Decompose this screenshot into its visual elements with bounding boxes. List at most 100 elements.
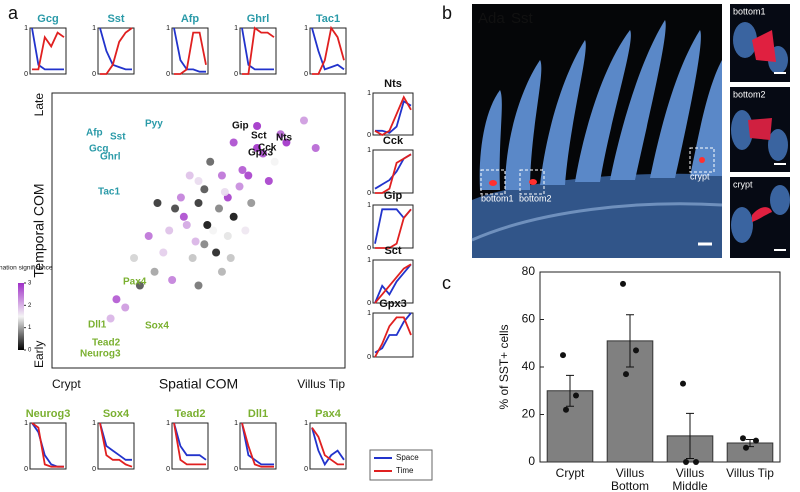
y-tick-label: 1 — [166, 25, 170, 32]
gene-annotation: Pax4 — [123, 277, 147, 288]
scatter-point — [229, 138, 238, 147]
y-tick-label: 20 — [522, 407, 536, 421]
gene-annotation: Gpx3 — [248, 148, 273, 159]
series-line — [31, 27, 64, 71]
scatter-point — [311, 144, 320, 152]
inset-label: crypt — [733, 179, 753, 189]
series-line — [31, 422, 64, 468]
scatter-point — [182, 221, 191, 229]
series-line — [241, 422, 274, 466]
x-tick-label: Villus Bottom — [610, 466, 649, 492]
scatter-point — [299, 116, 308, 125]
scatter-point — [194, 199, 203, 207]
y-tick-label: 0 — [92, 71, 96, 78]
gene-annotation: Sst — [110, 132, 126, 143]
scatter-point — [270, 157, 279, 166]
scatter-point — [194, 177, 203, 185]
scatter-point — [200, 240, 209, 249]
data-point — [623, 371, 629, 378]
legend-label: Time — [396, 466, 414, 475]
data-point — [560, 352, 566, 359]
gene-annotation: Afp — [86, 128, 103, 139]
y-tick-label: 60 — [522, 312, 536, 326]
data-point — [620, 280, 626, 287]
y-tick-label: 80 — [522, 264, 536, 278]
mini-title: Tead2 — [175, 408, 206, 420]
gene-annotation: Dll1 — [88, 320, 107, 331]
scatter-point — [223, 232, 232, 240]
scatter-point — [212, 248, 221, 257]
y-axis-label: % of SST+ cells — [497, 324, 511, 409]
scatter-point — [226, 254, 235, 262]
scatter-point — [276, 130, 285, 139]
gene-annotation: Sct — [251, 131, 267, 142]
y-tick-label: 0 — [367, 300, 371, 307]
y-tick-label: 0 — [24, 71, 28, 78]
gene-annotation: Pyy — [145, 119, 163, 130]
series-line — [312, 25, 345, 75]
scatter-point — [106, 314, 115, 323]
scatter-point — [200, 185, 209, 194]
series-line — [173, 422, 206, 466]
y-tick-label: 40 — [522, 359, 536, 373]
mini-title: Pax4 — [315, 408, 342, 420]
y-tick-label: 1 — [304, 25, 308, 32]
series-line — [99, 422, 133, 468]
mini-title: Gcg — [37, 13, 58, 25]
series-line — [375, 208, 412, 249]
scatter-point — [191, 237, 200, 246]
series-line — [100, 27, 133, 75]
panel-label: b — [442, 3, 452, 23]
series-line — [311, 427, 345, 467]
gene-annotation: Neurog3 — [80, 349, 121, 360]
gene-annotation: Nts — [276, 133, 293, 144]
mini-title: Afp — [181, 13, 200, 25]
data-point — [683, 459, 689, 465]
mini-title: Gip — [384, 190, 403, 202]
scatter-point — [220, 188, 229, 196]
series-line — [173, 422, 207, 461]
y-tick-label: 0 — [367, 354, 371, 361]
error-bar — [566, 374, 574, 407]
series-line — [375, 100, 412, 134]
error-bar — [626, 314, 634, 368]
series-line — [174, 31, 207, 75]
scatter-point — [188, 254, 197, 262]
data-point — [740, 435, 746, 442]
legend-frame — [369, 449, 433, 481]
x-tick-label: Villus Tip — [726, 466, 774, 480]
scatter-point — [217, 171, 226, 180]
y-tick-label: 0 — [166, 71, 170, 78]
scatter-point — [185, 171, 194, 180]
inset-label: bottom1 — [733, 6, 766, 16]
y-tick-label: 1 — [166, 420, 170, 427]
y-tick-label: 1 — [367, 90, 371, 97]
gene-annotation: Gcg — [89, 144, 108, 155]
series-line — [375, 153, 412, 194]
mini-title: Ghrl — [247, 13, 270, 25]
series-line — [374, 95, 412, 137]
scatter-point — [217, 267, 226, 276]
mini-title: Sct — [384, 245, 401, 257]
scatter-point — [247, 199, 256, 207]
scatter-point — [258, 149, 267, 158]
x-tick-label: Crypt — [555, 466, 585, 480]
scatter-point — [159, 248, 168, 257]
mini-title: Sst — [107, 13, 124, 25]
data-point — [743, 444, 749, 451]
scatter-point — [144, 232, 153, 240]
y-tick-label: 0 — [367, 190, 371, 197]
colorbar-tick-label: 0 — [28, 348, 32, 354]
plot-frame — [51, 92, 346, 369]
scatter-point — [176, 193, 185, 202]
y-tick-label: 1 — [367, 202, 371, 209]
series-line — [173, 27, 206, 73]
data-point — [680, 380, 686, 387]
scatter-point — [241, 226, 250, 235]
scatter-point — [238, 166, 247, 174]
colorbar-tick-label: 1 — [28, 325, 32, 331]
gene-annotation: Tac1 — [98, 187, 120, 198]
mini-title: Sox4 — [103, 408, 130, 420]
scatter-point — [165, 226, 174, 235]
scatter-point — [215, 204, 224, 213]
